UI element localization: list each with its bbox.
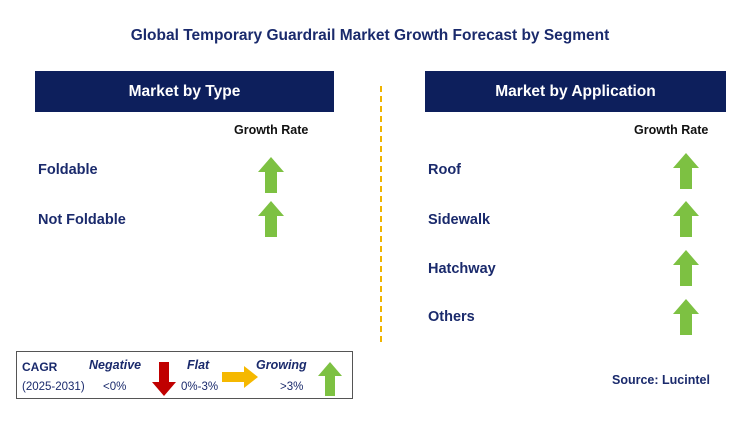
green-up-arrow-icon	[318, 362, 342, 396]
application-growth-rate-label: Growth Rate	[634, 123, 709, 137]
green-up-arrow-icon	[673, 250, 699, 286]
type-row-label-foldable: Foldable	[38, 162, 98, 178]
green-up-arrow-icon	[258, 157, 284, 193]
legend-negative-label: Negative	[89, 358, 142, 372]
application-row-label-hatchway: Hatchway	[428, 261, 496, 277]
chart-title: Global Temporary Guardrail Market Growth…	[130, 27, 610, 44]
red-down-arrow-icon	[152, 362, 176, 396]
cagr-legend	[16, 351, 353, 399]
application-row-label-sidewalk: Sidewalk	[428, 212, 491, 228]
green-up-arrow-icon	[673, 201, 699, 237]
green-up-arrow-icon	[673, 299, 699, 335]
green-up-arrow-icon	[258, 201, 284, 237]
legend-cagr-label: CAGR	[22, 360, 58, 374]
orange-right-arrow-icon	[222, 366, 258, 388]
application-panel-header: Market by Application	[425, 71, 726, 112]
green-up-arrow-icon	[673, 153, 699, 189]
legend-negative-range: <0%	[103, 381, 127, 393]
application-row-label-others: Others	[428, 309, 475, 325]
type-panel-header: Market by Type	[35, 71, 334, 112]
type-row-label-not-foldable: Not Foldable	[38, 212, 126, 228]
legend-flat-range: 0%-3%	[181, 381, 219, 393]
type-growth-rate-label: Growth Rate	[234, 123, 309, 137]
legend-period: (2025-2031)	[22, 381, 85, 393]
application-row-label-roof: Roof	[428, 162, 462, 178]
panel-divider	[380, 86, 382, 342]
source-note: Source: Lucintel	[612, 373, 710, 387]
legend-growing-label: Growing	[256, 358, 307, 372]
legend-flat-label: Flat	[187, 358, 210, 372]
legend-growing-range: >3%	[280, 381, 304, 393]
